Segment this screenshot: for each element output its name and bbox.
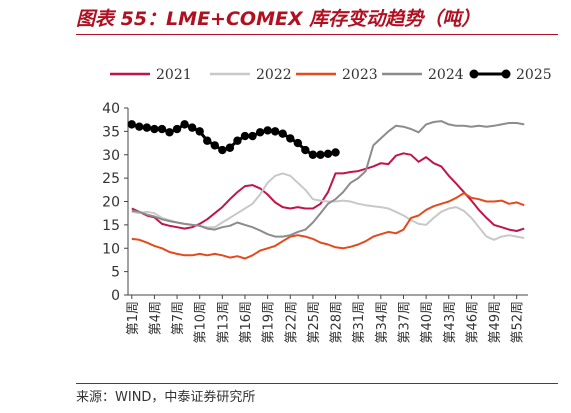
x-tick-label: 第16周 [239,301,254,344]
y-tick-label: 10 [102,241,120,257]
series-point-2025 [248,131,257,141]
series-point-2025 [127,120,136,129]
series-point-2025 [331,148,340,157]
series-point-2025 [187,123,197,132]
x-tick-label: 第7周 [171,301,186,335]
series-point-2025 [203,136,212,145]
x-tick-label: 第46周 [465,301,480,344]
legend-label-2025: 2025 [516,67,552,83]
legend-label-2021: 2021 [156,67,192,83]
x-tick-label: 第52周 [511,301,526,344]
legend-marker-2025 [501,69,511,79]
series-line-2022 [131,172,525,241]
series-point-2025 [270,127,280,136]
x-tick-label: 第40周 [420,301,435,344]
x-tick-label: 第31周 [352,301,367,344]
x-tick-label: 第22周 [284,301,299,344]
axes: 0 5 10 15 20 25 30 35 40 第1周 第4周 第7周 第10周 第13周 第16周 第19… [102,101,528,344]
legend-label-2023: 2023 [342,67,378,83]
series-point-2025 [301,145,310,155]
chart-title: 图表 55：LME+COMEX 库存变动趋势（吨） [76,8,481,30]
series-point-2025 [323,149,333,159]
series-point-2025 [240,131,250,141]
legend-label-2022: 2022 [256,67,292,83]
x-tick-label: 第49周 [488,301,503,344]
line-chart: 2021 2022 2023 2024 2025 0510152025303540第1周… [102,67,552,344]
legend-label-2024: 2024 [428,67,464,83]
x-tick-label: 第19周 [262,301,277,344]
series-line-2021 [131,152,525,232]
series-point-2025 [286,134,295,143]
x-tick-label: 第28周 [330,301,345,344]
y-tick-label: 35 [102,124,120,140]
source-note: 来源：WIND，中泰证券研究所 [76,390,256,405]
x-tick-label: 第37周 [397,301,412,344]
x-tick-label: 第43周 [443,301,458,344]
series-point-2025 [316,150,325,159]
series-point-2025 [293,138,303,148]
y-tick-label: 20 [102,195,120,211]
y-tick-label: 0 [111,288,120,304]
series-point-2025 [195,127,204,136]
y-tick-label: 25 [102,171,120,187]
series-point-2025 [135,122,144,131]
series-point-2025 [233,136,242,145]
series-point-2025 [218,145,227,155]
series-point-2025 [142,123,152,132]
series-point-2025 [210,141,219,150]
x-tick-label: 第13周 [216,301,231,344]
series-group [127,120,525,260]
title-divider [76,34,558,35]
series-line-2023 [131,192,525,260]
x-tick-label: 第4周 [148,301,163,335]
series-point-2025 [165,128,174,137]
y-tick-label: 5 [111,265,120,281]
series-point-2025 [278,129,287,138]
x-tick-label: 第25周 [307,301,322,344]
series-point-2025 [172,124,182,134]
x-tick-label: 第10周 [194,301,209,344]
series-point-2025 [263,126,272,135]
series-line-2024 [131,120,525,238]
series-point-2025 [225,143,235,152]
legend: 2021 2022 2023 2024 2025 [110,67,552,83]
series-point-2025 [255,128,265,137]
legend-marker-2025 [469,69,479,79]
x-tick-label: 第34周 [375,301,390,344]
y-tick-label: 15 [102,218,120,234]
series-point-2025 [157,124,167,134]
series-point-2025 [308,150,318,159]
y-tick-label: 30 [102,148,120,164]
source-divider [76,383,558,384]
series-point-2025 [180,120,189,129]
series-point-2025 [150,124,159,134]
y-tick-label: 40 [102,101,120,117]
x-tick-label: 第1周 [126,301,141,335]
